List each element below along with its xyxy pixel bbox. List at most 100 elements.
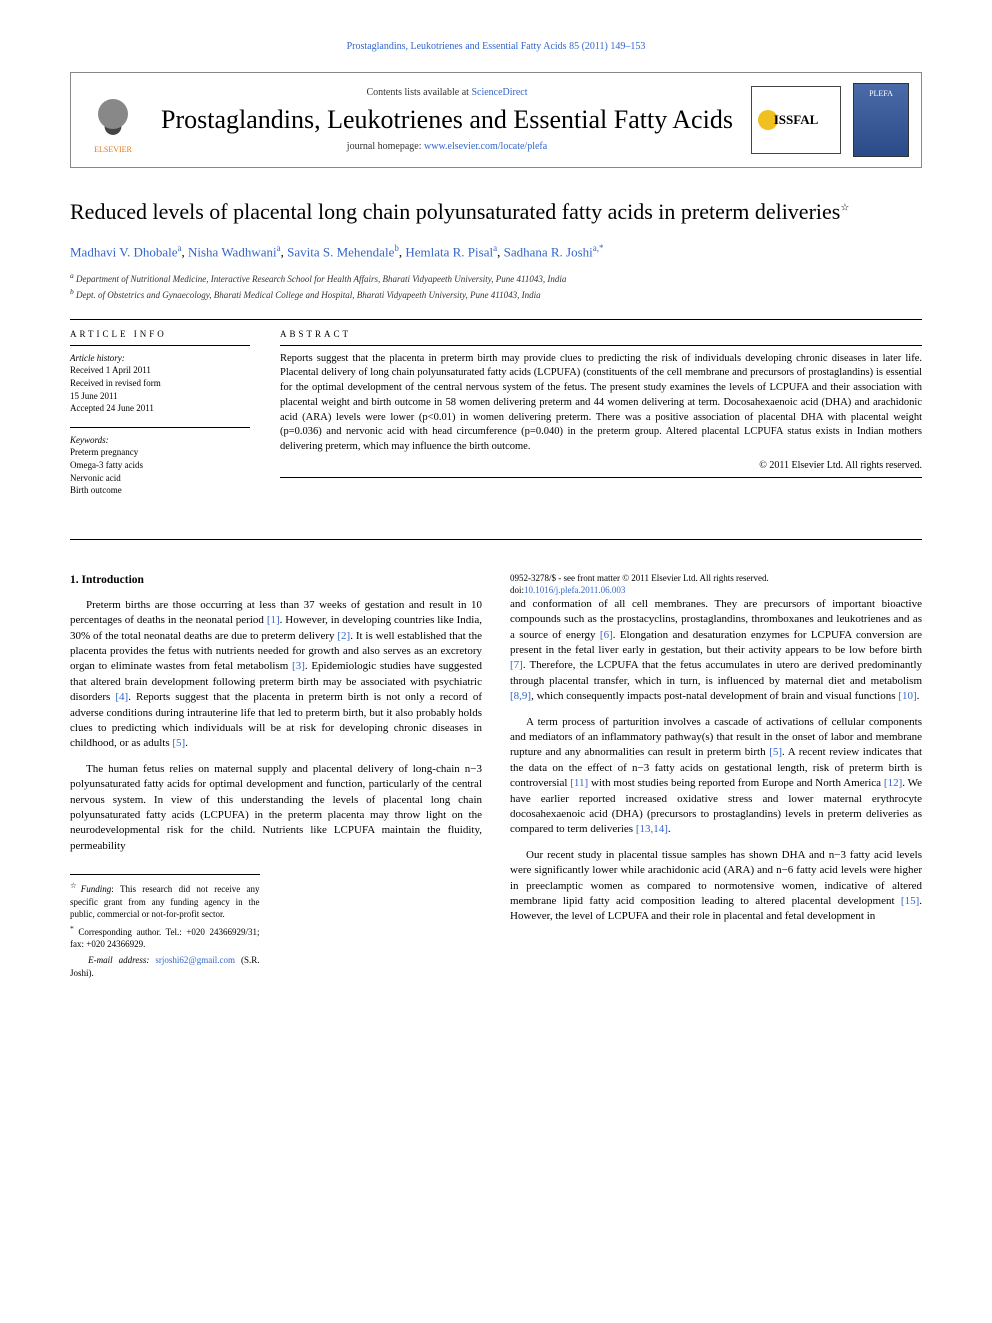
- aff-text: Dept. of Obstetrics and Gynaecology, Bha…: [76, 290, 541, 300]
- body-paragraph: and conformation of all cell membranes. …: [510, 597, 922, 705]
- aff-sup: b: [70, 287, 74, 296]
- footnotes: ☆Funding: This research did not receive …: [70, 874, 260, 979]
- funding-label: Funding: [81, 884, 112, 894]
- affiliation-line: b Dept. of Obstetrics and Gynaecology, B…: [70, 287, 922, 302]
- homepage-line: journal homepage: www.elsevier.com/locat…: [155, 140, 739, 154]
- email-label: E-mail address:: [88, 955, 149, 965]
- keywords-block: Keywords: Preterm pregnancy Omega-3 fatt…: [70, 434, 250, 497]
- abstract-copyright: © 2011 Elsevier Ltd. All rights reserved…: [280, 459, 922, 473]
- history-item: Accepted 24 June 2011: [70, 402, 250, 415]
- contents-prefix: Contents lists available at: [366, 87, 471, 98]
- info-abstract-row: ARTICLE INFO Article history: Received 1…: [70, 328, 922, 509]
- doi-line: doi:10.1016/j.plefa.2011.06.003: [510, 584, 922, 597]
- footnote-marker: ☆: [70, 881, 81, 890]
- citation-link[interactable]: Prostaglandins, Leukotrienes and Essenti…: [347, 41, 646, 52]
- issn-line: 0952-3278/$ - see front matter © 2011 El…: [510, 572, 922, 585]
- funding-footnote: ☆Funding: This research did not receive …: [70, 881, 260, 921]
- elsevier-logo: ELSEVIER: [83, 85, 143, 155]
- contents-line: Contents lists available at ScienceDirec…: [155, 86, 739, 100]
- keyword-item: Birth outcome: [70, 484, 250, 497]
- ref-link[interactable]: [11]: [570, 777, 588, 789]
- corresponding-footnote: * Corresponding author. Tel.: +020 24366…: [70, 924, 260, 951]
- author-sup: b: [394, 243, 399, 253]
- footnote-marker: *: [70, 924, 74, 933]
- header-center: Contents lists available at ScienceDirec…: [155, 86, 739, 155]
- ref-link[interactable]: [10]: [898, 690, 916, 702]
- journal-name: Prostaglandins, Leukotrienes and Essenti…: [155, 106, 739, 135]
- history-item: Received in revised form: [70, 377, 250, 390]
- ref-link[interactable]: [3]: [292, 660, 305, 672]
- aff-sup: a: [70, 271, 74, 280]
- keyword-item: Nervonic acid: [70, 472, 250, 485]
- author-link[interactable]: Hemlata R. Pisal: [405, 244, 493, 259]
- ref-link[interactable]: [15]: [901, 895, 919, 907]
- article-history-block: Article history: Received 1 April 2011 R…: [70, 352, 250, 415]
- divider: [70, 539, 922, 540]
- header-citation: Prostaglandins, Leukotrienes and Essenti…: [70, 40, 922, 54]
- author-sup: a: [493, 243, 497, 253]
- elsevier-label: ELSEVIER: [94, 144, 132, 155]
- keywords-label: Keywords:: [70, 434, 250, 447]
- footer-block: 0952-3278/$ - see front matter © 2011 El…: [510, 572, 922, 597]
- abstract-column: ABSTRACT Reports suggest that the placen…: [280, 328, 922, 509]
- divider: [70, 319, 922, 320]
- info-divider: [70, 427, 250, 428]
- history-item: Received 1 April 2011: [70, 364, 250, 377]
- body-text: .: [668, 823, 671, 835]
- article-info-heading: ARTICLE INFO: [70, 328, 250, 341]
- article-title: Reduced levels of placental long chain p…: [70, 198, 922, 226]
- author-link[interactable]: Savita S. Mehendale: [287, 244, 394, 259]
- journal-header-box: ELSEVIER Contents lists available at Sci…: [70, 72, 922, 168]
- body-text: .: [917, 690, 920, 702]
- doi-link[interactable]: 10.1016/j.plefa.2011.06.003: [524, 585, 625, 595]
- author-link[interactable]: Nisha Wadhwani: [188, 244, 277, 259]
- ref-link[interactable]: [1]: [267, 614, 280, 626]
- author-link[interactable]: Madhavi V. Dhobale: [70, 244, 177, 259]
- body-text: , which consequently impacts post-natal …: [531, 690, 898, 702]
- corresponding-text: Corresponding author. Tel.: +020 2436692…: [70, 927, 260, 950]
- history-label: Article history:: [70, 352, 250, 365]
- affiliation-line: a Department of Nutritional Medicine, In…: [70, 271, 922, 286]
- journal-cover-thumbnail: PLEFA: [853, 83, 909, 157]
- email-link[interactable]: srjoshi62@gmail.com: [155, 955, 235, 965]
- homepage-prefix: journal homepage:: [347, 141, 424, 152]
- abstract-text: Reports suggest that the placenta in pre…: [280, 352, 922, 455]
- keyword-item: Preterm pregnancy: [70, 446, 250, 459]
- section-heading: 1. Introduction: [70, 572, 482, 588]
- abstract-divider: [280, 345, 922, 346]
- body-paragraph: The human fetus relies on maternal suppl…: [70, 762, 482, 854]
- homepage-link[interactable]: www.elsevier.com/locate/plefa: [424, 141, 547, 152]
- author-sup: a,*: [593, 243, 604, 253]
- authors-line: Madhavi V. Dhobalea, Nisha Wadhwania, Sa…: [70, 242, 922, 262]
- issfal-label: ISSFAL: [774, 111, 819, 129]
- keyword-item: Omega-3 fatty acids: [70, 459, 250, 472]
- body-paragraph: Our recent study in placental tissue sam…: [510, 848, 922, 925]
- body-text: . Reports suggest that the placenta in p…: [70, 691, 482, 749]
- body-columns: 1. Introduction Preterm births are those…: [70, 572, 922, 980]
- ref-link[interactable]: [5]: [769, 746, 782, 758]
- ref-link[interactable]: [2]: [337, 630, 350, 642]
- abstract-heading: ABSTRACT: [280, 328, 922, 341]
- ref-link[interactable]: [8,9]: [510, 690, 531, 702]
- cover-label: PLEFA: [869, 89, 893, 98]
- info-divider: [70, 345, 250, 346]
- email-footnote: E-mail address: srjoshi62@gmail.com (S.R…: [70, 954, 260, 979]
- body-paragraph: Preterm births are those occurring at le…: [70, 598, 482, 752]
- aff-text: Department of Nutritional Medicine, Inte…: [76, 274, 566, 284]
- body-text: with most studies being reported from Eu…: [588, 777, 884, 789]
- issfal-logo: ISSFAL: [751, 86, 841, 154]
- history-item: 15 June 2011: [70, 390, 250, 403]
- ref-link[interactable]: [13,14]: [636, 823, 668, 835]
- ref-link[interactable]: [7]: [510, 659, 523, 671]
- author-link[interactable]: Sadhana R. Joshi: [504, 244, 593, 259]
- ref-link[interactable]: [6]: [600, 629, 613, 641]
- body-text: Our recent study in placental tissue sam…: [510, 849, 922, 907]
- ref-link[interactable]: [4]: [115, 691, 128, 703]
- sciencedirect-link[interactable]: ScienceDirect: [471, 87, 527, 98]
- ref-link[interactable]: [12]: [884, 777, 902, 789]
- body-paragraph: A term process of parturition involves a…: [510, 715, 922, 838]
- abstract-divider: [280, 477, 922, 478]
- body-text: . Therefore, the LCPUFA that the fetus a…: [510, 659, 922, 686]
- ref-link[interactable]: [5]: [172, 737, 185, 749]
- author-sup: a: [277, 243, 281, 253]
